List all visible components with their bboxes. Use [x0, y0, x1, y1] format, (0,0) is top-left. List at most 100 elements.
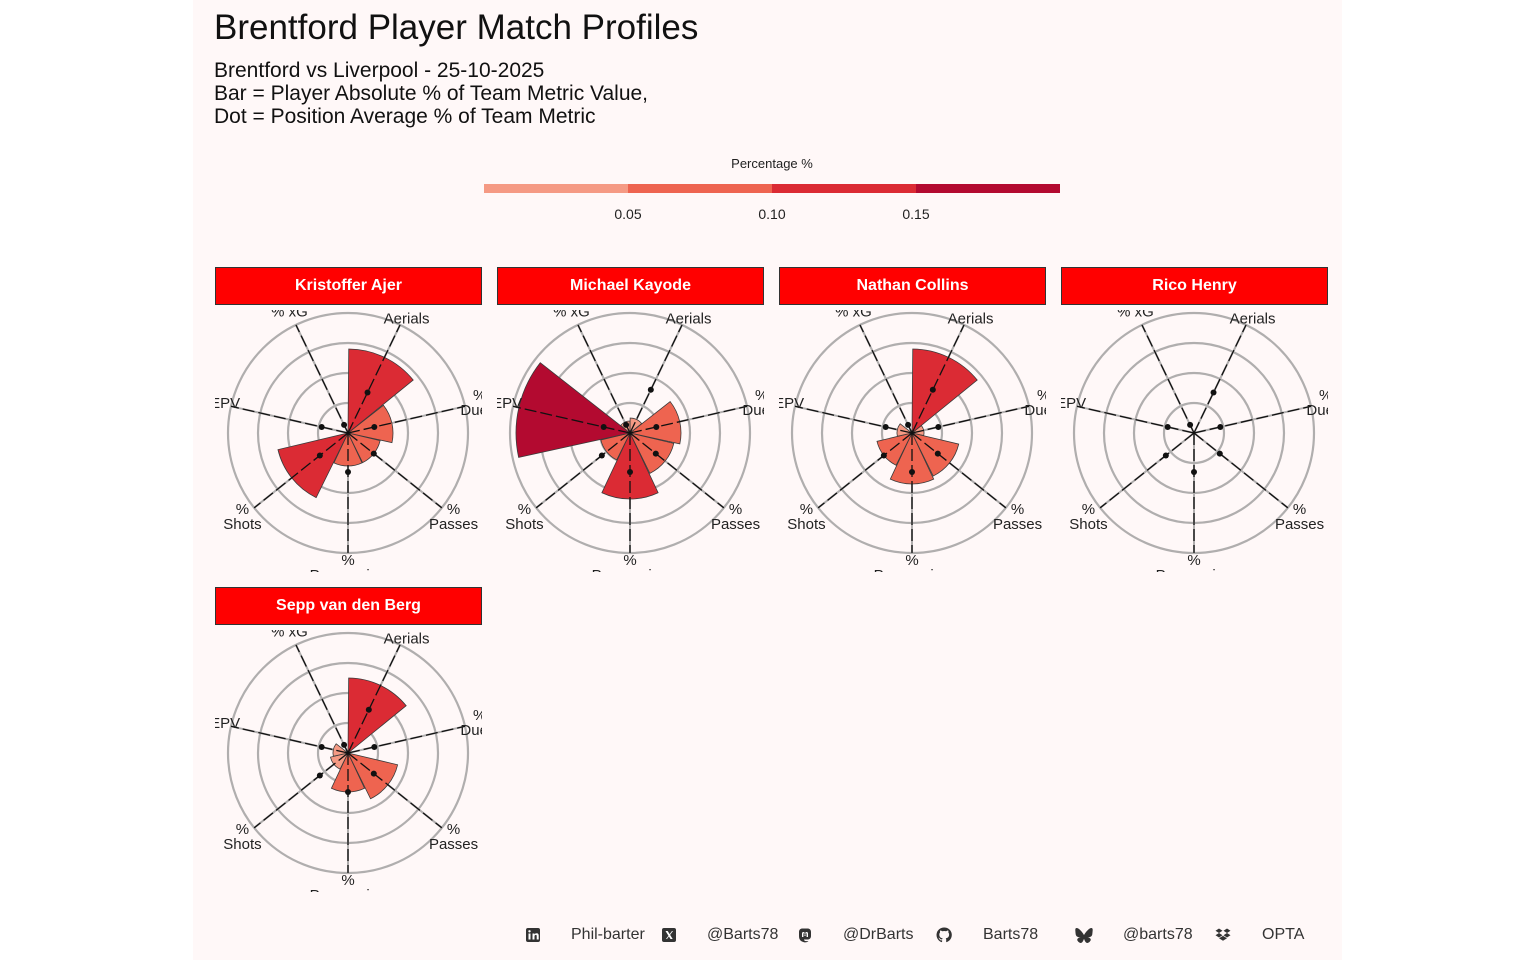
- metric-bar: [629, 432, 675, 474]
- legend-swatch-2: [628, 184, 772, 193]
- metric-dashed-line: [911, 405, 1030, 434]
- subtitle-line-3: Dot = Position Average % of Team Metric: [214, 105, 596, 128]
- legend-swatch-3: [772, 184, 916, 193]
- legend-tick-label: 0.15: [902, 206, 930, 222]
- metric-bar: [347, 404, 394, 444]
- metric-label: %Possession: [310, 552, 387, 572]
- position-average-dot: [345, 789, 351, 795]
- legend-title: Percentage %: [731, 156, 813, 171]
- metric-dashed-line: [347, 725, 466, 754]
- metric-dashed-line: [794, 405, 913, 434]
- footer-bluesky-text[interactable]: @barts78: [1123, 926, 1193, 943]
- footer-linkedin-text[interactable]: Phil-barter: [571, 926, 645, 943]
- position-average-dot: [1191, 469, 1197, 475]
- x-icon[interactable]: [661, 927, 677, 943]
- metric-label: % xG: [1117, 310, 1154, 320]
- metric-label: % Shots: [223, 501, 261, 533]
- radar-chart: %Aerials %Duels %Passes %Possession %Shots % …: [215, 310, 482, 572]
- metric-label: %Aerials: [948, 310, 994, 327]
- metric-label: %Aerials: [666, 310, 712, 327]
- legend-tick-label: 0.05: [614, 206, 642, 222]
- metric-dashed-line: [347, 432, 443, 509]
- metric-label: % EPV: [497, 395, 522, 412]
- position-average-dot: [882, 423, 889, 430]
- footer-github-text[interactable]: Barts78: [983, 926, 1039, 943]
- subtitle-line-2: Bar = Player Absolute % of Team Metric V…: [214, 82, 649, 105]
- position-average-dot: [880, 452, 887, 459]
- position-average-dot: [341, 421, 348, 428]
- subtitle-line-1: Brentford vs Liverpool - 25-10-2025: [214, 59, 545, 82]
- position-average-dot: [909, 469, 915, 475]
- position-average-dot: [934, 450, 941, 457]
- position-average-dot: [1217, 423, 1224, 430]
- metric-label: % xG: [553, 310, 590, 320]
- legend-swatch-1: [484, 184, 628, 193]
- metric-label: %Duels: [1306, 387, 1328, 419]
- position-average-dot: [652, 450, 659, 457]
- position-average-dot: [318, 423, 325, 430]
- bluesky-icon[interactable]: [1075, 927, 1093, 943]
- metric-dashed-line: [347, 752, 443, 829]
- footer-source-text: OPTA: [1262, 926, 1305, 943]
- metric-label: %Aerials: [384, 630, 430, 647]
- metric-label: %Duels: [1024, 387, 1046, 419]
- metric-dashed-line: [512, 405, 631, 434]
- metric-dashed-line: [347, 324, 401, 434]
- metric-label: % Passes: [711, 501, 760, 533]
- position-average-dot: [598, 452, 605, 459]
- metric-dashed-line: [295, 644, 349, 754]
- radar-chart: %Aerials %Duels %Passes %Possession %Shots % …: [497, 310, 764, 572]
- position-average-dot: [905, 421, 912, 428]
- position-average-dot: [341, 741, 348, 748]
- footer-mastodon-text[interactable]: @DrBarts: [843, 926, 914, 943]
- metric-dashed-line: [629, 405, 748, 434]
- metric-dashed-line: [253, 752, 349, 829]
- position-average-dot: [371, 423, 378, 430]
- position-average-dot: [647, 386, 654, 393]
- metric-label: %Possession: [1156, 552, 1233, 572]
- position-average-dot: [316, 452, 323, 459]
- metric-label: %Possession: [310, 872, 387, 892]
- metric-label: %Aerials: [384, 310, 430, 327]
- metric-label: %Possession: [874, 552, 951, 572]
- metric-dashed-line: [577, 324, 631, 434]
- metric-dashed-line: [230, 405, 349, 434]
- metric-label: % Passes: [429, 821, 478, 853]
- metric-label: % Shots: [787, 501, 825, 533]
- metric-label: % xG: [271, 310, 308, 320]
- metric-dashed-line: [295, 324, 349, 434]
- position-average-dot: [627, 469, 633, 475]
- metric-dashed-line: [1076, 405, 1195, 434]
- metric-dashed-line: [1193, 405, 1312, 434]
- position-average-dot: [1164, 423, 1171, 430]
- position-average-dot: [1187, 421, 1194, 428]
- metric-dashed-line: [347, 405, 466, 434]
- dropbox-icon[interactable]: [1215, 927, 1231, 943]
- mastodon-icon[interactable]: [797, 927, 813, 943]
- metric-dashed-line: [253, 432, 349, 509]
- radar-chart: %Aerials %Duels %Passes %Possession %Shots % …: [779, 310, 1046, 572]
- facet-strip: Sepp van den Berg: [215, 587, 482, 625]
- position-average-dot: [371, 743, 378, 750]
- position-average-dot: [365, 706, 372, 713]
- metric-label: % Passes: [1275, 501, 1324, 533]
- metric-label: %Duels: [742, 387, 764, 419]
- position-average-dot: [370, 770, 377, 777]
- metric-dashed-line: [629, 324, 683, 434]
- position-average-dot: [316, 772, 323, 779]
- footer-x-text[interactable]: @Barts78: [707, 926, 779, 943]
- metric-label: % Shots: [1069, 501, 1107, 533]
- position-average-dot: [623, 421, 630, 428]
- github-icon[interactable]: [936, 927, 952, 943]
- metric-dashed-line: [859, 324, 913, 434]
- position-average-dot: [1210, 389, 1217, 396]
- position-average-dot: [364, 389, 371, 396]
- metric-dashed-line: [911, 324, 965, 434]
- metric-label: %Possession: [592, 552, 669, 572]
- position-average-dot: [318, 743, 325, 750]
- metric-label: % xG: [271, 630, 308, 640]
- metric-dashed-line: [230, 725, 349, 754]
- position-average-dot: [929, 386, 936, 393]
- metric-label: % xG: [835, 310, 872, 320]
- linkedin-icon[interactable]: [525, 927, 541, 943]
